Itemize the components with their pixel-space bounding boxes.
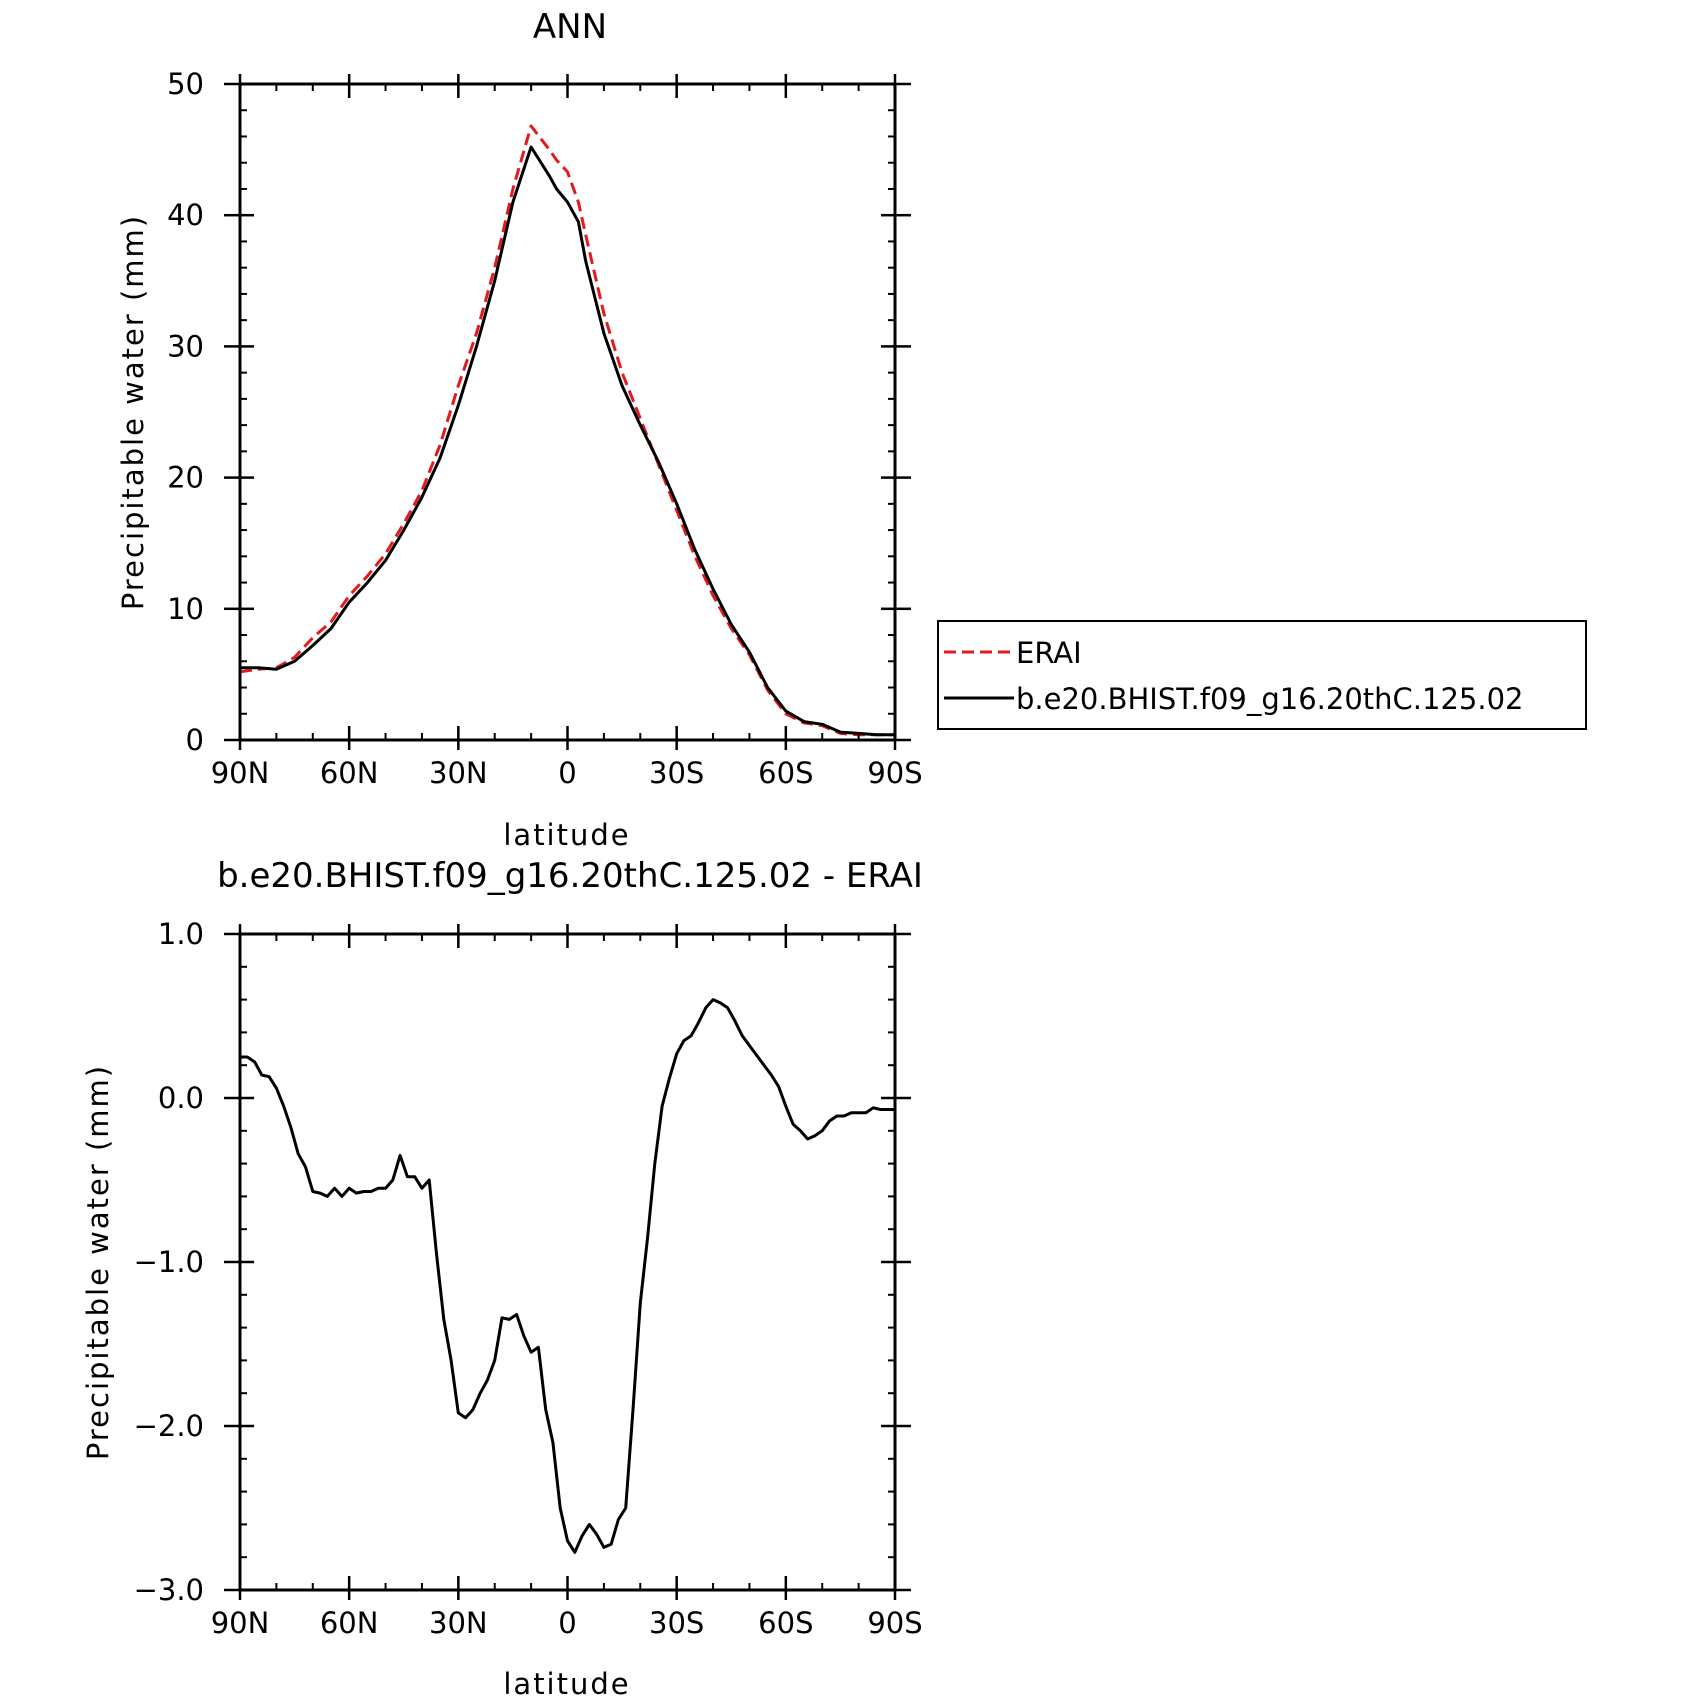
legend-box <box>937 620 1587 730</box>
x-tick-label: 0 <box>558 756 576 790</box>
x-tick-label: 90N <box>211 756 270 790</box>
x-tick-label: 30N <box>429 756 488 790</box>
x-tick-label: 90S <box>867 1606 922 1640</box>
x-tick-label: 90S <box>867 756 922 790</box>
top-y-axis-label: Precipitable water (mm) <box>116 214 150 610</box>
x-tick-label: 60S <box>758 756 813 790</box>
x-tick-label: 60S <box>758 1606 813 1640</box>
series-model-line <box>240 998 895 1554</box>
y-tick-label: 0 <box>186 723 204 757</box>
bottom-plot-data <box>240 998 895 1554</box>
legend: ERAI b.e20.BHIST.f09_g16.20thC.125.02 <box>937 620 1587 730</box>
series-model-line <box>240 145 895 737</box>
y-tick-label: 40 <box>167 198 204 232</box>
top-x-axis-label: latitude <box>503 818 630 852</box>
y-tick-label: 20 <box>167 461 204 495</box>
x-tick-label: 90N <box>211 1606 270 1640</box>
bottom-plot-frame <box>238 932 897 1592</box>
y-tick-label: 1.0 <box>158 917 204 951</box>
x-tick-label: 30N <box>429 1606 488 1640</box>
x-tick-label: 60N <box>320 756 379 790</box>
top-plot-data <box>239 124 895 737</box>
y-tick-label: 30 <box>167 329 204 363</box>
top-plot-frame <box>238 82 897 742</box>
top-chart-title: ANN <box>533 7 607 47</box>
top-axis-ticks: 90N 60N 30N 0 30S 60S 90S 0 10 20 30 40 50 <box>167 67 923 790</box>
y-tick-label: −1.0 <box>134 1245 204 1279</box>
top-panel: ANN 90N 60N 30N 0 30S 60S 90S 0 10 20 30 40 50 latit… <box>116 7 1587 852</box>
x-tick-label: 60N <box>320 1606 379 1640</box>
bottom-panel: b.e20.BHIST.f09_g16.20thC.125.02 - ERAI … <box>81 856 923 1701</box>
x-tick-label: 30S <box>649 756 704 790</box>
legend-erai-label: ERAI <box>1016 636 1082 670</box>
series-erai-line <box>239 124 895 737</box>
bottom-axis-ticks: 90N 60N 30N 0 30S 60S 90S 1.0 0.0 −1.0 −2.0 −3.0 <box>134 917 923 1640</box>
y-tick-label: 10 <box>167 592 204 626</box>
x-tick-label: 0 <box>558 1606 576 1640</box>
y-tick-label: 0.0 <box>158 1081 204 1115</box>
y-tick-label: −2.0 <box>134 1409 204 1443</box>
y-tick-label: −3.0 <box>134 1573 204 1607</box>
bottom-x-axis-label: latitude <box>503 1667 630 1701</box>
x-tick-label: 30S <box>649 1606 704 1640</box>
y-tick-label: 50 <box>167 67 204 101</box>
bottom-y-axis-label: Precipitable water (mm) <box>81 1064 115 1460</box>
bottom-chart-title: b.e20.BHIST.f09_g16.20thC.125.02 - ERAI <box>217 856 923 896</box>
legend-model-label: b.e20.BHIST.f09_g16.20thC.125.02 <box>1016 682 1523 716</box>
